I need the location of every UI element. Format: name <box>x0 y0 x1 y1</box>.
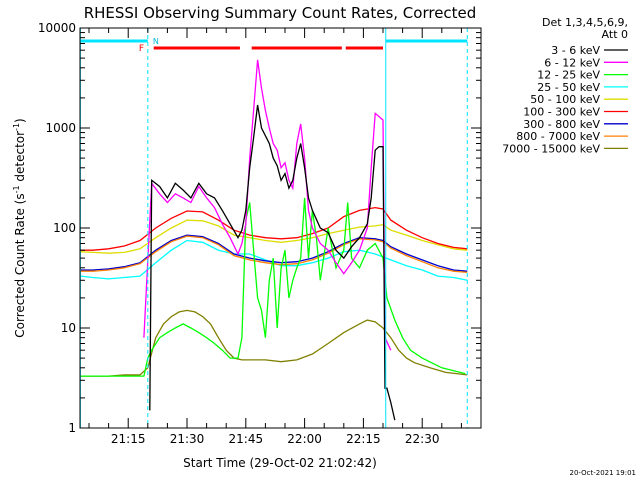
chart-title: RHESSI Observing Summary Count Rates, Co… <box>84 4 477 22</box>
x-tick-label: 21:15 <box>111 432 146 446</box>
legend-entry-label: 25 - 50 keV <box>537 81 600 94</box>
series-line <box>80 219 468 254</box>
x-axis-label: Start Time (29-Oct-02 21:02:42) <box>183 456 377 470</box>
x-tick-label: 21:45 <box>229 432 264 446</box>
y-axis-label: Corrected Count Rate (s-1 detector-1) <box>12 118 27 337</box>
legend-entry-label: 6 - 12 keV <box>544 56 600 69</box>
legend-entry-label: 300 - 800 keV <box>523 118 600 131</box>
timestamp: 20-Oct-2021 19:01 <box>570 469 636 477</box>
x-tick-label: 22:30 <box>405 432 440 446</box>
y-tick-label: 1 <box>68 421 76 435</box>
legend-entry-label: 50 - 100 keV <box>530 93 600 106</box>
y-label-main: Corrected Count Rate (s <box>13 193 27 337</box>
legend-entry-label: 12 - 25 keV <box>537 69 600 82</box>
series-line <box>80 206 468 251</box>
legend-entry-label: 800 - 7000 keV <box>516 130 600 143</box>
series-layer <box>80 59 468 421</box>
overlay-layer: FN <box>79 28 468 428</box>
legend-header-line1: Det 1,3,4,5,6,9, <box>542 16 628 29</box>
plot-frame <box>79 27 482 429</box>
y-tick-label: 1000 <box>45 121 76 135</box>
x-tick-label: 21:30 <box>170 432 205 446</box>
flag-n: N <box>153 37 159 46</box>
legend-header-line2: Att 0 <box>602 28 628 41</box>
y-label-sup2: -1 <box>12 123 21 131</box>
svg-text:Corrected Count Rate (s-1 dete: Corrected Count Rate (s-1 detector-1) <box>12 118 27 337</box>
series-line <box>149 104 396 421</box>
y-label-sup1: -1 <box>12 185 21 193</box>
x-tick-label: 22:15 <box>346 432 381 446</box>
y-label-mid: detector <box>13 131 27 186</box>
y-tick-label: 100 <box>53 221 76 235</box>
series-line <box>80 235 468 274</box>
legend-entry-label: 7000 - 15000 keV <box>502 142 600 155</box>
y-label-end: ) <box>13 118 27 123</box>
legend-entry-label: 100 - 300 keV <box>523 106 600 119</box>
series-line <box>143 59 392 351</box>
axes: 1 10 100 1000 10000 21:15 21:30 21:45 22:00 22:15… <box>38 21 481 446</box>
series-line <box>80 234 468 272</box>
y-tick-label: 10 <box>61 321 76 335</box>
x-tick-label: 22:00 <box>287 432 322 446</box>
flag-f: F <box>139 44 144 54</box>
series-line <box>80 197 466 377</box>
y-tick-label: 10000 <box>38 21 76 35</box>
series-line <box>80 309 468 377</box>
legend-entry-label: 3 - 6 keV <box>551 44 600 57</box>
